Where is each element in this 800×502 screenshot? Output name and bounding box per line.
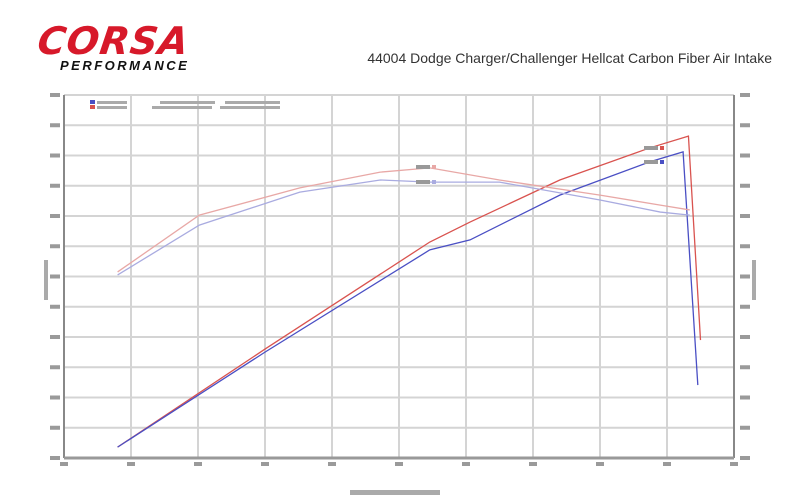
y-tick-label-right (740, 335, 750, 339)
y-tick-label-left (50, 123, 60, 128)
series-line-1 (117, 151, 699, 448)
y-tick-label-left (50, 304, 60, 309)
x-axis-label (350, 490, 440, 495)
peak-marker (660, 146, 664, 150)
y-tick-label-left (50, 153, 60, 158)
peak-marker (660, 160, 664, 164)
y-tick-label-right (740, 456, 750, 460)
x-tick-label (194, 462, 202, 466)
y-axis-label-left (44, 260, 48, 300)
x-tick-label (596, 462, 604, 466)
y-tick-label-right (740, 304, 750, 309)
legend-text (220, 106, 280, 109)
x-tick-label (328, 462, 336, 466)
peak-label (644, 160, 658, 164)
peak-marker (432, 165, 436, 169)
y-tick-label-right (740, 425, 750, 430)
chart-title: 44004 Dodge Charger/Challenger Hellcat C… (367, 50, 772, 66)
y-tick-label-left (50, 395, 60, 400)
y-tick-label-right (740, 93, 750, 97)
legend-text (97, 101, 127, 104)
legend-swatch (90, 100, 95, 104)
peak-label (416, 165, 430, 169)
legend-text (225, 101, 280, 104)
y-tick-label-left (50, 274, 60, 279)
series-line-3 (117, 179, 690, 276)
x-tick-label (127, 462, 135, 466)
y-tick-label-right (740, 395, 750, 400)
y-tick-label-left (50, 365, 60, 370)
y-tick-label-right (740, 214, 750, 218)
legend-text (152, 106, 212, 109)
y-tick-label-right (740, 274, 750, 279)
y-tick-label-left (50, 244, 60, 249)
x-tick-label (60, 462, 68, 466)
x-tick-label (529, 462, 537, 466)
y-tick-label-right (740, 365, 750, 370)
series-line-2 (117, 167, 690, 273)
peak-label (644, 146, 658, 150)
y-tick-label-right (740, 183, 750, 188)
y-tick-label-left (50, 214, 60, 218)
y-tick-label-left (50, 425, 60, 430)
y-tick-label-left (50, 335, 60, 339)
y-axis-label-right (752, 260, 756, 300)
corsa-logo: CORSA PERFORMANCE (35, 19, 192, 73)
x-tick-label (261, 462, 269, 466)
y-tick-label-right (740, 153, 750, 158)
logo-sub: PERFORMANCE (60, 58, 190, 73)
peak-label (416, 180, 430, 184)
y-tick-label-left (50, 456, 60, 460)
legend-text (97, 106, 127, 109)
legend-text (160, 101, 215, 104)
y-tick-label-right (740, 123, 750, 128)
y-tick-label-left (50, 183, 60, 188)
legend-swatch (90, 105, 95, 109)
y-tick-label-left (50, 93, 60, 97)
x-tick-label (663, 462, 671, 466)
x-tick-label (462, 462, 470, 466)
x-tick-label (395, 462, 403, 466)
peak-marker (432, 180, 436, 184)
series-line-0 (117, 135, 702, 448)
y-tick-label-right (740, 244, 750, 249)
x-tick-label (730, 462, 738, 466)
